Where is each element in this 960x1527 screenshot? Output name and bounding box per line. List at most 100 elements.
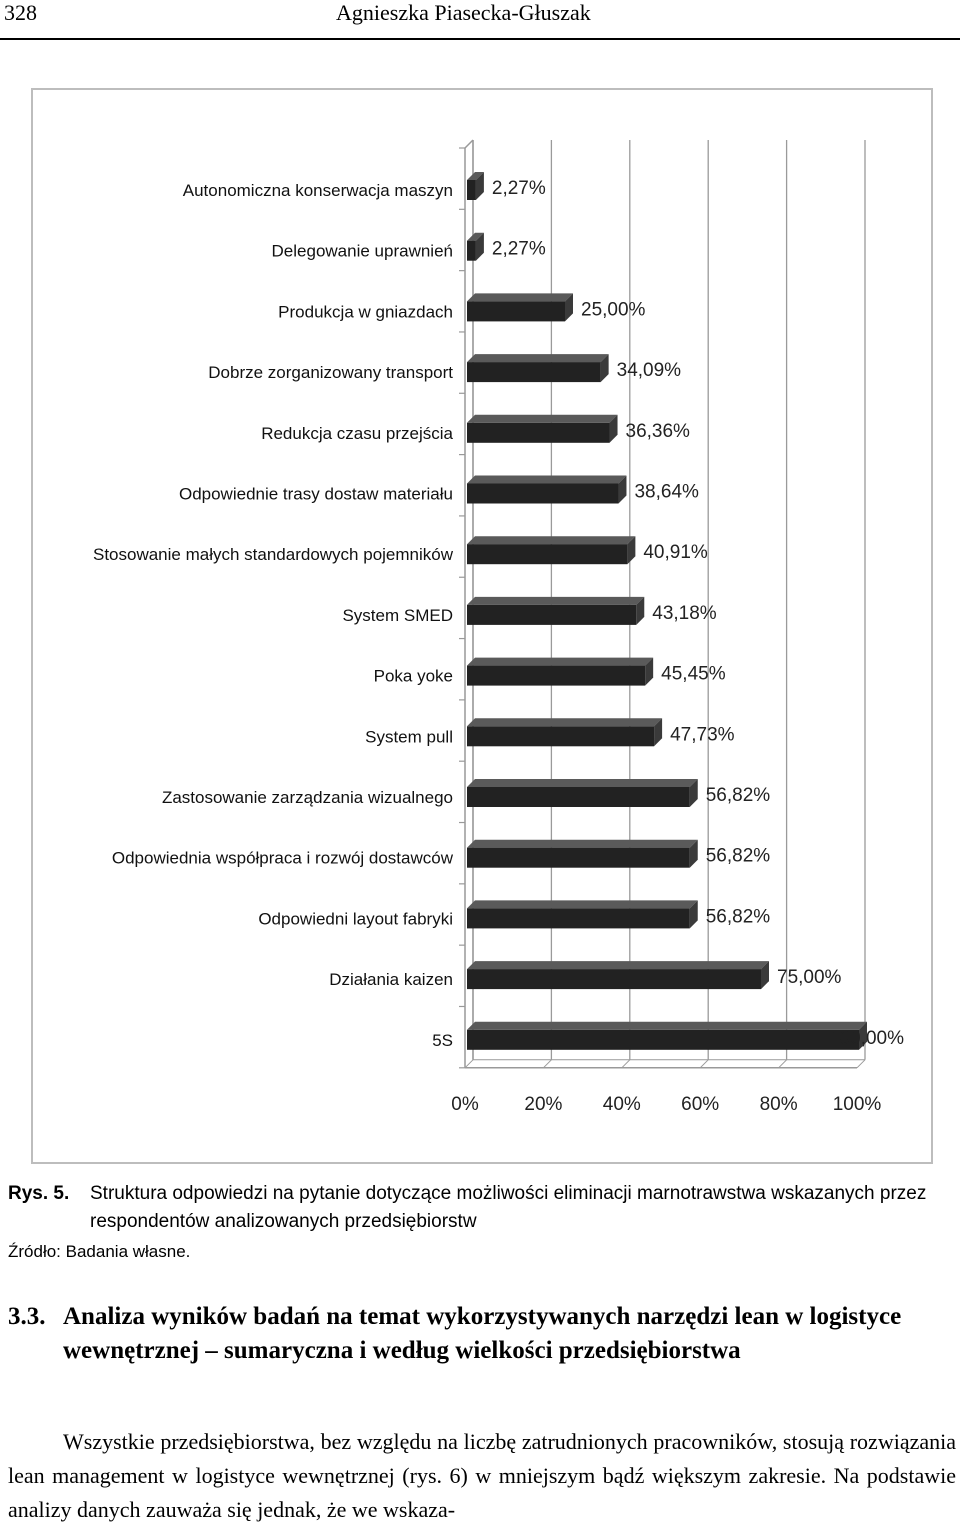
caption-label: Rys. 5.: [8, 1183, 70, 1204]
bar: [467, 665, 646, 686]
bar-side-face: [565, 293, 573, 322]
bar-side-face: [609, 414, 618, 443]
value-label: 56,82%: [706, 846, 771, 867]
value-label: 43,18%: [652, 603, 717, 624]
category-label: Produkcja w gniazdach: [278, 302, 453, 321]
bar-side-face: [475, 172, 484, 200]
floor-tick: [699, 1059, 709, 1069]
category-label: Dobrze zorganizowany transport: [208, 363, 453, 382]
value-label: 40,91%: [643, 542, 708, 563]
bar: [467, 544, 628, 565]
value-label: 45,45%: [661, 664, 726, 685]
value-label: 25,00%: [581, 299, 646, 320]
x-tick-label: 100%: [833, 1094, 882, 1115]
bar-side-face: [618, 475, 627, 504]
value-label: 56,82%: [706, 785, 771, 806]
bar: [467, 180, 476, 200]
bar-top-face: [467, 232, 484, 241]
floor-tick: [778, 1059, 787, 1069]
bar: [467, 362, 601, 383]
caption-text: Struktura odpowiedzi na pytanie dotycząc…: [90, 1183, 927, 1232]
bar-side-face: [689, 779, 698, 807]
x-tick-label: 0%: [451, 1094, 479, 1115]
floor-tick: [464, 1059, 474, 1069]
bar-top-face: [467, 718, 663, 727]
figure-source: Źródło: Badania własne.: [8, 1242, 191, 1261]
category-label: System SMED: [342, 606, 453, 625]
value-label: 47,73%: [670, 724, 735, 745]
bar-top-face: [467, 293, 573, 302]
bar-side-face: [475, 232, 484, 261]
category-label: Odpowiedni layout fabryki: [258, 909, 453, 928]
x-tick-label: 40%: [603, 1094, 641, 1115]
value-label: 100,00%: [829, 1028, 904, 1049]
body-paragraph: Wszystkie przedsiębiorstwa, bez względu …: [8, 1429, 956, 1522]
x-tick-label: 20%: [524, 1094, 562, 1115]
bar-side-face: [689, 900, 698, 929]
bar-chart: Autonomiczna konserwacja maszyn 2,27% Dele…: [93, 139, 904, 1115]
bar-side-face: [645, 657, 654, 686]
category-label: Delegowanie uprawnień: [272, 242, 453, 261]
value-label: 56,82%: [706, 906, 771, 927]
bar: [467, 908, 690, 929]
value-label: 2,27%: [492, 239, 546, 260]
category-label: Odpowiednia współpraca i rozwój dostawcó…: [112, 849, 454, 868]
value-label: 36,36%: [626, 421, 691, 442]
running-title: Agnieszka Piasecka-Głuszak: [336, 0, 591, 25]
category-label: Redukcja czasu przejścia: [261, 424, 453, 443]
bar-top-face: [467, 536, 636, 545]
floor-tick: [856, 1059, 866, 1069]
bar-top-face: [467, 779, 698, 787]
bar-top-face: [467, 961, 769, 970]
value-label: 2,27%: [492, 178, 546, 199]
bar: [467, 301, 565, 322]
bar-side-face: [636, 596, 645, 625]
x-tick-label: 60%: [681, 1094, 719, 1115]
bar: [467, 240, 476, 261]
x-tick-label: 80%: [760, 1094, 798, 1115]
page-header: 328 Agnieszka Piasecka-Głuszak: [0, 0, 960, 40]
bar: [467, 604, 637, 625]
category-label: 5S: [432, 1031, 453, 1050]
floor-tick: [543, 1059, 552, 1069]
page-number: 328: [4, 0, 37, 25]
category-label: Zastosowanie zarządzania wizualnego: [162, 788, 453, 807]
category-label: Stosowanie małych standardowych pojemnik…: [93, 545, 454, 564]
section-title: Analiza wyników badań na temat wykorzyst…: [63, 1303, 902, 1364]
bar: [467, 847, 690, 868]
category-label: Poka yoke: [374, 667, 453, 686]
bar-side-face: [600, 354, 609, 383]
bar-top-face: [467, 900, 698, 909]
bar-top-face: [467, 172, 484, 180]
bar: [467, 787, 690, 807]
value-label: 34,09%: [617, 360, 682, 381]
bar: [467, 726, 655, 747]
bar-top-face: [467, 596, 645, 605]
bar-side-face: [689, 839, 698, 868]
category-label: Autonomiczna konserwacja maszyn: [183, 181, 453, 200]
floor-tick: [621, 1059, 631, 1069]
bar-top-face: [467, 839, 698, 848]
value-label: 75,00%: [777, 967, 842, 988]
bar-side-face: [859, 1021, 867, 1050]
bar: [467, 969, 761, 990]
bar-top-face: [467, 1021, 867, 1030]
bar-top-face: [467, 475, 627, 484]
bar-top-face: [467, 354, 609, 363]
header-rule: [0, 38, 960, 40]
bar: [467, 422, 610, 443]
bar-side-face: [761, 961, 769, 990]
bar-side-face: [654, 718, 663, 747]
bar: [467, 483, 619, 504]
bar-side-face: [627, 536, 636, 565]
bar-top-face: [467, 414, 618, 423]
category-label: System pull: [365, 727, 453, 746]
section-number: 3.3.: [8, 1303, 46, 1330]
category-label: Odpowiednie trasy dostaw materiału: [179, 485, 453, 504]
value-label: 38,64%: [634, 482, 699, 503]
figure-frame: Autonomiczna konserwacja maszyn 2,27% Dele…: [31, 88, 933, 1164]
bar-top-face: [467, 657, 654, 666]
category-label: Działania kaizen: [329, 970, 453, 989]
bar: [467, 1029, 859, 1050]
top-depth-line: [464, 139, 474, 149]
